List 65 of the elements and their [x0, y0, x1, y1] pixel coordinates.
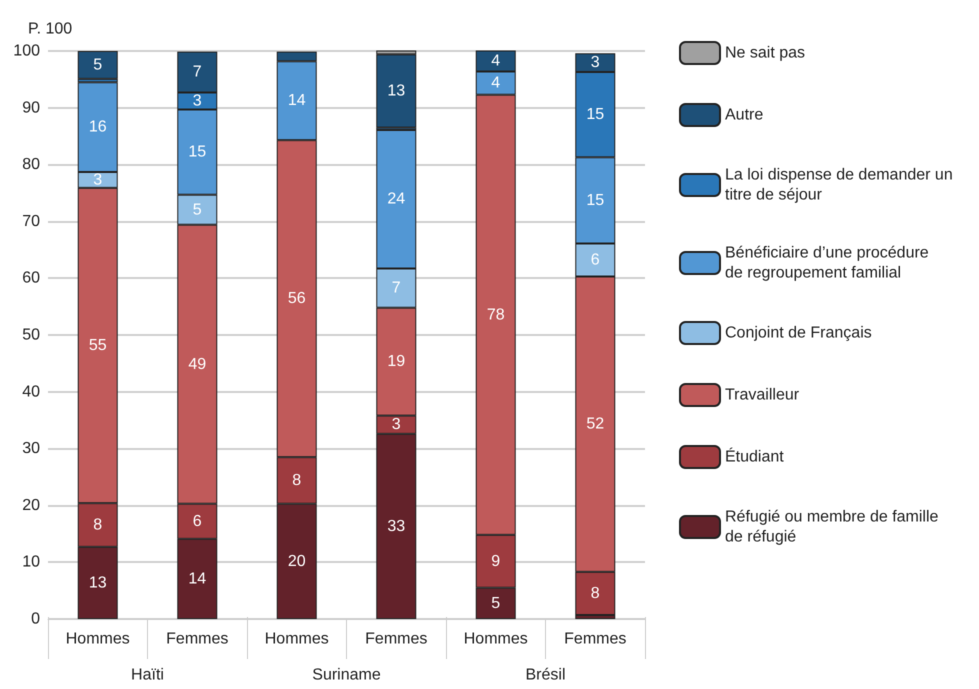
data-label: 55	[88, 337, 107, 354]
legend-label: Conjoint de Français	[725, 324, 872, 342]
y-tick-label: 50	[22, 326, 40, 344]
data-label: 3	[93, 171, 102, 188]
legend-label: Travailleur	[725, 386, 800, 404]
y-tick-label: 80	[22, 156, 40, 174]
data-label: 5	[93, 56, 102, 74]
y-tick-label: 20	[22, 496, 40, 514]
data-label: 8	[93, 516, 102, 534]
bar	[376, 54, 416, 128]
data-label: 56	[288, 290, 306, 308]
data-label: 13	[387, 82, 406, 100]
data-label: 8	[590, 584, 600, 602]
data-label: 14	[288, 92, 306, 110]
data-label: 15	[586, 192, 604, 209]
x-tick-label: Hommes	[66, 630, 130, 648]
y-tick-label: 40	[22, 383, 40, 400]
data-label: 14	[188, 570, 206, 588]
legend-label: Ne sait pas	[725, 44, 806, 62]
data-label: 7	[192, 64, 202, 81]
data-label: 3	[392, 416, 401, 434]
legend-label: Bénéficiaire d’une procédure de regroupement familial	[725, 244, 934, 282]
x-tick-label: Hommes	[264, 630, 329, 648]
data-label: 33	[387, 518, 406, 535]
data-label: 52	[586, 416, 604, 433]
data-label: 15	[586, 106, 604, 124]
data-label: 3	[590, 54, 600, 72]
data-label: 20	[288, 552, 306, 570]
y-tick-label: 100	[13, 42, 40, 60]
y-tick-label: 10	[22, 554, 40, 571]
y-tick-label: 90	[22, 99, 40, 116]
data-label: 6	[192, 512, 202, 530]
data-label: 19	[387, 353, 406, 370]
data-label: 4	[491, 52, 500, 70]
y-tick-label: 70	[22, 212, 40, 230]
data-label: 7	[392, 280, 401, 297]
data-label: 5	[491, 594, 500, 612]
y-tick-label: 60	[22, 270, 40, 287]
legend-label: Étudiant	[725, 448, 784, 466]
y-axis-title: P. 100	[28, 20, 72, 38]
data-label: 6	[590, 252, 600, 269]
bar	[78, 51, 118, 79]
x-tick-label: Femmes	[564, 630, 626, 648]
data-label: 4	[491, 74, 500, 92]
text: Suriname	[312, 666, 381, 684]
x-tick-label: Femmes	[166, 630, 228, 648]
data-label: 5	[192, 201, 202, 218]
text: Haïti	[131, 666, 164, 684]
data-label: 3	[192, 92, 202, 110]
x-tick-label: Hommes	[464, 630, 528, 648]
data-label: 8	[292, 472, 302, 489]
y-tick-label: 0	[31, 610, 40, 628]
text: Brésil	[525, 666, 566, 684]
data-label: 13	[88, 574, 107, 592]
legend-label: Réfugié ou membre de famille de réfugié	[725, 508, 943, 546]
data-label: 9	[491, 552, 500, 570]
data-label: 49	[188, 356, 206, 373]
y-tick-label: 30	[22, 440, 40, 458]
data-label: 24	[387, 190, 406, 208]
data-label: 16	[88, 118, 107, 136]
legend-label: Autre	[725, 106, 764, 124]
legend-label: La loi dispense de demander un titre de séjour	[725, 166, 958, 204]
x-tick-label: Femmes	[365, 630, 428, 648]
data-label: 78	[486, 306, 505, 324]
data-label: 15	[188, 144, 206, 161]
